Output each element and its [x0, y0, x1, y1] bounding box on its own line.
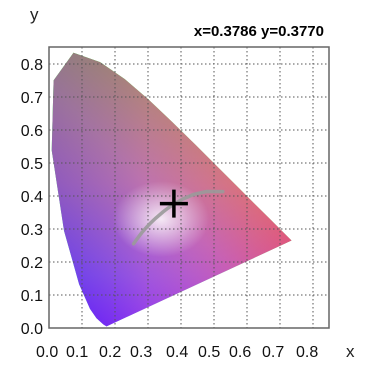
- y-axis-label: y: [30, 5, 39, 24]
- y-tick-label: 0.0: [21, 321, 43, 338]
- x-tick-label: 0.0: [36, 344, 58, 361]
- y-tick-label: 0.3: [21, 222, 43, 239]
- x-axis-label: x: [346, 342, 355, 361]
- x-tick-label: 0.7: [262, 344, 284, 361]
- y-tick-label: 0.7: [21, 90, 43, 107]
- y-tick-label: 0.6: [21, 123, 43, 140]
- x-tick-label: 0.8: [296, 344, 318, 361]
- y-tick-label: 0.4: [21, 189, 43, 206]
- x-tick-label: 0.2: [99, 344, 121, 361]
- planckian-locus-curve: [131, 189, 225, 246]
- crosshair-cursor-icon[interactable]: [159, 189, 188, 218]
- y-tick-label: 0.5: [21, 156, 43, 173]
- x-tick-label: 0.1: [66, 344, 88, 361]
- x-tick-label: 0.4: [166, 344, 188, 361]
- y-tick-label: 0.8: [21, 57, 43, 74]
- x-tick-label: 0.6: [229, 344, 251, 361]
- plot-frame: [48, 46, 330, 329]
- y-tick-label: 0.2: [21, 255, 43, 272]
- x-tick-label: 0.3: [130, 344, 152, 361]
- coordinate-readout: x=0.3786 y=0.3770: [194, 23, 324, 40]
- x-tick-label: 0.5: [198, 344, 220, 361]
- x-axis-tick-labels: 0.0 0.1 0.2 0.3 0.4 0.5 0.6 0.7 0.8: [36, 344, 318, 361]
- y-axis-tick-labels: 0.0 0.1 0.2 0.3 0.4 0.5 0.6 0.7 0.8: [21, 57, 43, 338]
- y-tick-label: 0.1: [21, 288, 43, 305]
